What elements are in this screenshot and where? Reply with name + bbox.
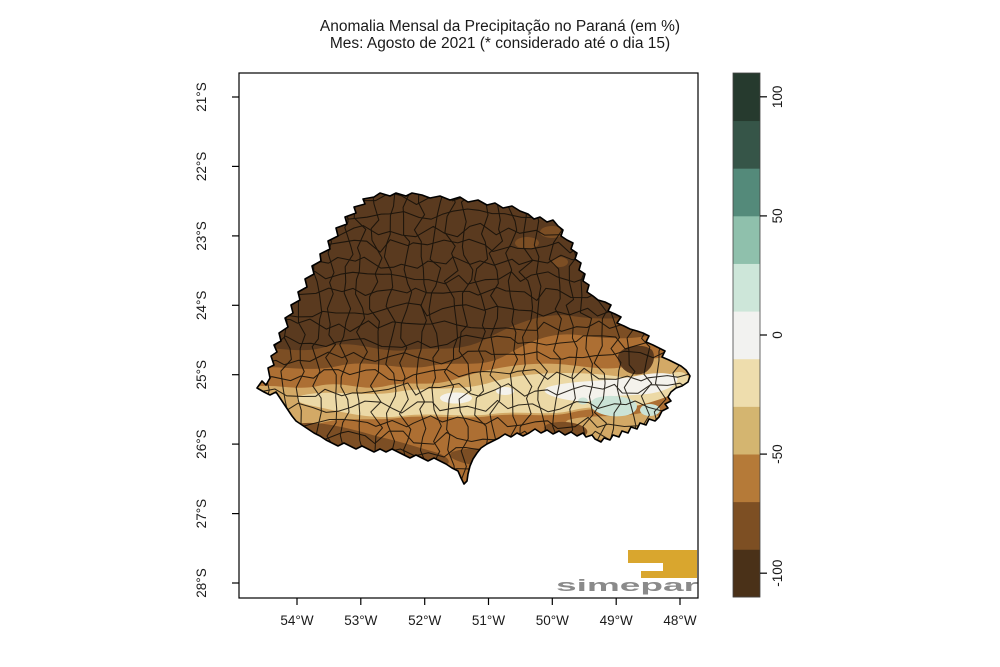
x-axis-label: 49°W: [600, 613, 633, 628]
logo-glyph-bottom-bar: [641, 571, 663, 578]
municipality-boundary-line: [458, 193, 474, 484]
colorbar-segment: [733, 406, 760, 455]
logo-glyph-top-bar: [628, 550, 697, 563]
colorbar-label: -50: [770, 444, 785, 464]
x-axis-label: 51°W: [472, 613, 505, 628]
colorbar-segment: [733, 501, 760, 550]
colorbar-segment: [733, 120, 760, 169]
y-axis-label: 26°S: [194, 429, 209, 458]
simepar-mark-icon: [628, 550, 697, 578]
x-axis-label: 50°W: [536, 613, 569, 628]
colorbar-segment: [733, 311, 760, 360]
y-axis-label: 21°S: [194, 82, 209, 111]
municipality-boundary-line: [413, 194, 427, 484]
colorbar-segment: [733, 549, 760, 598]
state-outline: [256, 192, 691, 485]
anomaly-zone-ne-spots: [552, 257, 568, 267]
municipality-boundary-line: [257, 367, 690, 382]
municipality-boundary-line: [428, 193, 444, 484]
municipality-boundary-line: [339, 194, 354, 484]
municipality-boundary-line: [353, 193, 368, 484]
municipality-boundary-line: [398, 195, 413, 484]
municipality-boundary-line: [488, 195, 504, 484]
anomaly-zone-south-brown-patches: [292, 422, 449, 466]
municipality-boundary-line: [383, 193, 397, 484]
logo-text: simepar: [556, 576, 699, 595]
municipality-boundary-line: [443, 193, 459, 484]
chart-title-block: Anomalia Mensal da Precipitação no Paran…: [0, 18, 1000, 52]
anomaly-zone-band-mint: [578, 397, 588, 405]
x-axis-label: 53°W: [344, 613, 377, 628]
municipality-boundary-line: [257, 334, 690, 350]
axes: 21°S 22°S 23°S 24°S 25°S 26°S 27°S 28°S 54°W 53°W…: [194, 82, 697, 628]
colorbar-label: 50: [770, 208, 785, 223]
municipality-boundary-line: [257, 350, 690, 366]
x-axis-label: 54°W: [280, 613, 313, 628]
y-axis-label: 27°S: [194, 499, 209, 528]
colorbar-segment: [733, 73, 760, 122]
colorbar-label: 100: [770, 86, 785, 109]
colorbar-segment: [733, 454, 760, 503]
colorbar-segment: [733, 215, 760, 264]
x-axis-label: 52°W: [408, 613, 441, 628]
colorbar-segment: [733, 168, 760, 217]
y-axis-label: 24°S: [194, 291, 209, 320]
simepar-logo: simepar: [556, 550, 699, 595]
chart-subtitle: Mes: Agosto de 2021 (* considerado até o…: [329, 35, 671, 52]
x-axis-label: 48°W: [663, 613, 696, 628]
anomaly-zone-ne-spots: [515, 237, 539, 249]
municipality-boundary-line: [474, 194, 489, 484]
colorbar: 100 50 0 -50 -100: [732, 72, 785, 598]
colorbar-label: 0: [770, 331, 785, 339]
y-axis-label: 25°S: [194, 360, 209, 389]
anomaly-zone-band-white: [440, 392, 472, 404]
municipality-boundary-line: [368, 193, 384, 484]
y-axis-label: 22°S: [194, 152, 209, 181]
colorbar-segment: [733, 263, 760, 312]
y-axis-label: 23°S: [194, 221, 209, 250]
colorbar-segment: [733, 358, 760, 407]
chart-title: Anomalia Mensal da Precipitação no Paran…: [319, 18, 681, 35]
anomaly-zone-band-white: [544, 373, 678, 402]
y-axis-label: 28°S: [194, 568, 209, 597]
logo-glyph-right-block: [663, 563, 697, 578]
colorbar-label: -100: [770, 560, 785, 587]
